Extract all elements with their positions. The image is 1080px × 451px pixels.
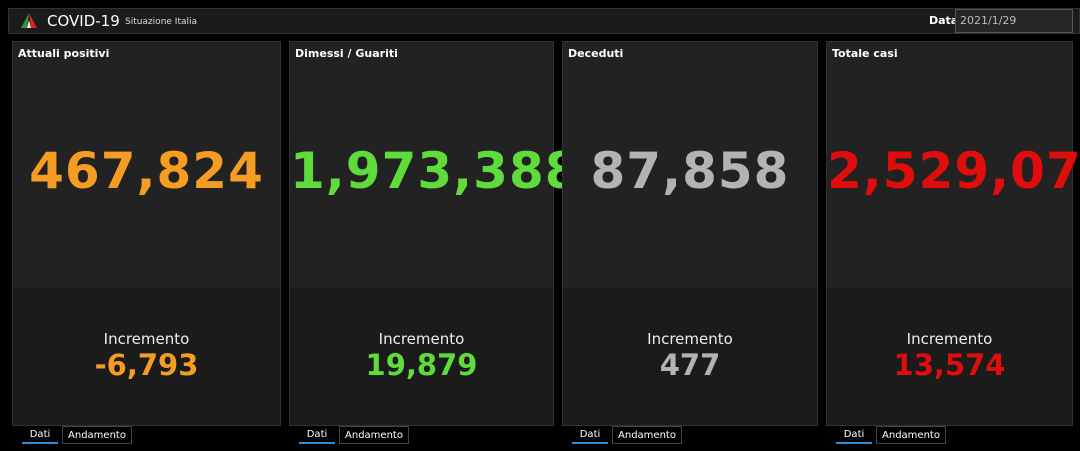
card-top-panel <box>563 42 817 288</box>
header: COVID-19 Situazione Italia Data 2021/1/2… <box>8 8 1080 34</box>
tab[interactable]: Andamento <box>339 426 409 444</box>
increment-value: 19,879 <box>365 348 478 382</box>
card-title: Attuali positivi <box>18 47 110 60</box>
tab[interactable]: Dati <box>299 426 335 444</box>
increment-label: Incremento <box>378 330 465 348</box>
tab[interactable]: Dati <box>22 426 58 444</box>
stat-card: Attuali positivi 467,824 Incremento -6,793 <box>12 41 281 426</box>
app-title: COVID-19 <box>47 12 120 30</box>
card-top-panel <box>827 42 1072 288</box>
date-label: Data <box>929 14 959 27</box>
card-value: 2,529,070 <box>827 142 1080 200</box>
tab[interactable]: Dati <box>572 426 608 444</box>
date-input[interactable]: 2021/1/29 <box>955 9 1073 33</box>
increment-value: -6,793 <box>94 348 199 382</box>
card-value: 87,858 <box>590 142 790 200</box>
logo <box>21 13 37 28</box>
app-subtitle: Situazione Italia <box>125 17 198 27</box>
card-top-panel <box>290 42 553 288</box>
increment-value: 13,574 <box>893 348 1006 382</box>
increment-label: Incremento <box>103 330 190 348</box>
increment-label: Incremento <box>647 330 733 348</box>
card-value: 1,973,388 <box>290 142 581 200</box>
stat-card: Dimessi / Guariti 1,973,388 Incremento 19,8… <box>289 41 581 426</box>
card-value: 467,824 <box>29 142 264 200</box>
increment-value: 477 <box>659 348 721 382</box>
card-title: Deceduti <box>568 47 624 60</box>
tab[interactable]: Andamento <box>876 426 946 444</box>
tab[interactable]: Andamento <box>612 426 682 444</box>
card-top-panel <box>13 42 280 288</box>
date-value: 2021/1/29 <box>960 14 1017 27</box>
tab[interactable]: Andamento <box>62 426 132 444</box>
card-title: Totale casi <box>832 47 898 60</box>
stat-card: Deceduti 87,858 Incremento 477 <box>562 41 818 426</box>
increment-label: Incremento <box>906 330 993 348</box>
card-title: Dimessi / Guariti <box>295 47 398 60</box>
tab[interactable]: Dati <box>836 426 872 444</box>
